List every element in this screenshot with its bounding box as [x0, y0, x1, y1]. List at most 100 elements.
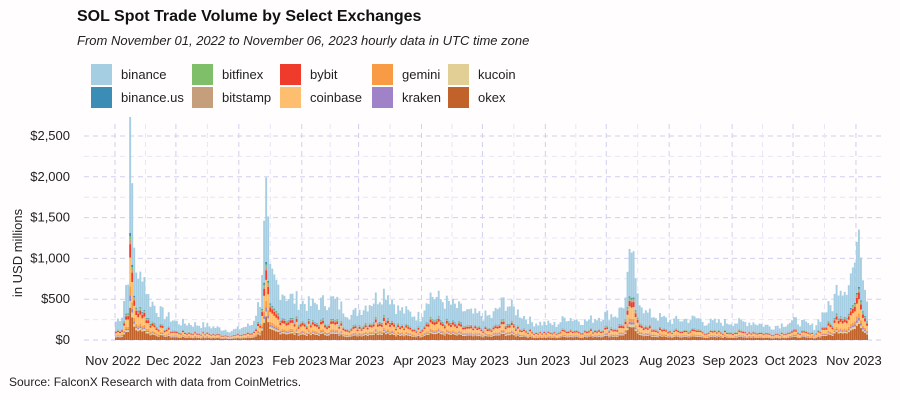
bar-segment-coinbase [425, 326, 428, 332]
bar-segment-bybit [529, 329, 532, 332]
bar-segment-bybit [742, 331, 745, 334]
bar-segment-kucoin [500, 332, 503, 334]
bar-segment-binance-us [853, 302, 856, 305]
bar-segment-bybit [364, 325, 367, 328]
bar-segment-kucoin [575, 336, 578, 338]
bar-segment-gemini [606, 332, 609, 335]
bar-segment-kucoin [701, 336, 704, 338]
bar-segment-bitstamp [263, 286, 266, 289]
bar-segment-binance [803, 319, 806, 331]
bar-segment-kucoin [332, 332, 335, 334]
bar-segment-coinbase [726, 333, 728, 337]
bar-segment-coinbase [577, 333, 580, 336]
bar-segment-kucoin [585, 336, 588, 338]
bar-segment-bybit [389, 324, 391, 327]
bar-segment-coinbase [756, 334, 759, 337]
bar-segment-coinbase [760, 334, 763, 337]
bar-segment-bitstamp [397, 324, 400, 326]
bar-segment-binance-us [439, 320, 442, 322]
bar-segment-binance [253, 320, 255, 331]
bar-segment-kraken [677, 335, 680, 337]
bar-segment-kraken [161, 333, 164, 335]
bar-segment-gemini [374, 328, 377, 331]
bar-segment-gemini [527, 336, 529, 337]
bar-segment-gemini [153, 331, 156, 334]
bar-segment-coinbase [454, 326, 456, 332]
bar-segment-coinbase [551, 334, 554, 337]
bar-segment-gemini [417, 333, 420, 335]
bar-segment-okex [382, 332, 385, 340]
bar-segment-kucoin [744, 336, 747, 338]
bar-segment-binance-us [393, 322, 396, 324]
bar-segment-gemini [614, 334, 617, 336]
bar-segment-binance [232, 329, 235, 335]
bar-segment-gemini [281, 329, 284, 331]
bar-segment-bybit [147, 320, 150, 324]
bar-segment-kucoin [181, 336, 184, 337]
bar-segment-bybit [512, 325, 515, 328]
legend-swatch [192, 64, 213, 85]
bar-segment-kucoin [691, 335, 694, 337]
bar-segment-bitstamp [474, 325, 477, 327]
bar-segment-okex [782, 338, 785, 340]
bar-segment-bitfinex [500, 320, 503, 321]
bar-segment-kraken [287, 331, 290, 333]
bar-segment-binance-us [137, 310, 140, 312]
bar-segment-coinbase [462, 329, 465, 334]
bar-segment-kucoin [661, 335, 663, 337]
bar-segment-kraken [833, 330, 836, 332]
bar-segment-kucoin [309, 334, 312, 336]
bar-segment-kraken [575, 335, 578, 337]
bar-segment-coinbase [740, 332, 743, 336]
bar-segment-coinbase [287, 324, 290, 331]
bar-segment-bitstamp [151, 322, 154, 324]
bar-segment-gemini [756, 336, 759, 338]
bar-segment-coinbase [498, 327, 501, 333]
bar-segment-coinbase [173, 332, 176, 336]
bar-segment-binance [675, 315, 678, 329]
bar-segment-kucoin [843, 331, 846, 334]
bar-segment-bybit [592, 332, 594, 334]
bar-segment-kucoin [616, 336, 619, 337]
bar-segment-okex [417, 335, 420, 340]
bar-segment-gemini [760, 336, 763, 337]
bar-segment-binance-us [845, 318, 848, 320]
bar-segment-gemini [133, 317, 136, 322]
bar-segment-coinbase [344, 331, 347, 335]
bar-segment-coinbase [123, 325, 126, 331]
bar-segment-bybit [443, 326, 446, 329]
bar-segment-binance [210, 328, 213, 335]
x-tick-label: Sep 2023 [702, 353, 758, 368]
bar-segment-bybit [466, 326, 469, 329]
bar-segment-binance [480, 316, 483, 329]
bar-segment-kucoin [443, 334, 446, 336]
bar-segment-coinbase [165, 331, 168, 335]
bar-segment-okex [344, 336, 347, 340]
bar-segment-gemini [829, 331, 832, 334]
bar-segment-bybit [831, 327, 834, 330]
bar-segment-binance [565, 321, 568, 332]
bar-segment-okex [523, 336, 525, 340]
bar-segment-binance [679, 321, 682, 332]
bar-segment-coinbase [541, 334, 544, 337]
bar-segment-binance [539, 321, 542, 332]
bar-segment-gemini [851, 322, 854, 326]
bar-segment-binance-us [632, 297, 635, 299]
bar-segment-binance [456, 308, 458, 325]
bar-segment-binance [866, 301, 868, 322]
bar-segment-gemini [202, 335, 205, 337]
bar-segment-okex [332, 333, 335, 340]
bar-segment-okex [204, 338, 207, 340]
bar-segment-kucoin [470, 334, 473, 336]
bar-segment-okex [391, 334, 393, 340]
bar-segment-gemini [360, 333, 363, 335]
y-tick-label: $1,500 [30, 210, 70, 225]
bar-segment-binance [382, 288, 385, 316]
bar-segment-kraken [793, 335, 795, 336]
bar-segment-binance-us [866, 321, 868, 323]
bar-segment-bitfinex [833, 318, 836, 320]
bar-segment-coinbase [701, 333, 704, 336]
bar-segment-kucoin [817, 336, 820, 338]
bar-segment-gemini [571, 335, 574, 337]
bar-segment-bitfinex [397, 323, 400, 325]
